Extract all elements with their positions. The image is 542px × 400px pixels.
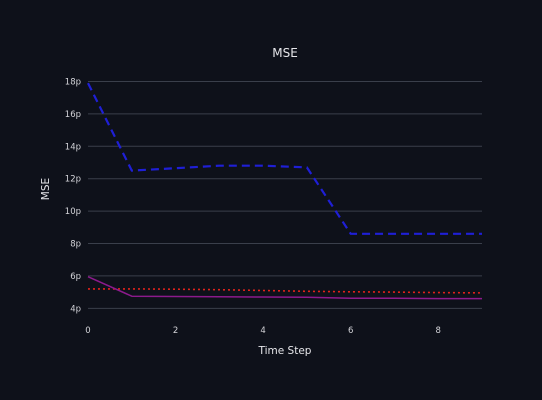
y-tick-label: 16p [65,110,81,120]
y-tick-label: 18p [65,77,81,87]
x-tick-label: 4 [260,326,265,336]
y-tick-label: 12p [65,175,81,185]
y-axis-title: MSE [40,178,52,200]
y-tick-label: 4p [70,304,81,314]
x-axis-ticks: 0 2 4 6 8 [85,326,441,336]
x-tick-label: 8 [436,326,441,336]
x-tick-label: 0 [85,326,90,336]
x-axis-title: Time Step [258,345,312,357]
series-line-1 [87,82,482,235]
series-lines [87,82,483,300]
y-tick-label: 8p [70,240,81,250]
chart-title: MSE [272,46,298,60]
x-tick-label: 6 [348,326,353,336]
y-tick-label: 6p [70,272,81,282]
y-tick-label: 10p [65,207,81,217]
series-line-3 [87,276,482,300]
x-tick-label: 2 [173,326,178,336]
series-line-2 [88,288,483,294]
grid-lines [88,80,482,309]
y-axis-ticks: 4p 6p 8p 10p 12p 14p 16p 18p [65,77,81,314]
y-tick-label: 14p [65,142,81,152]
